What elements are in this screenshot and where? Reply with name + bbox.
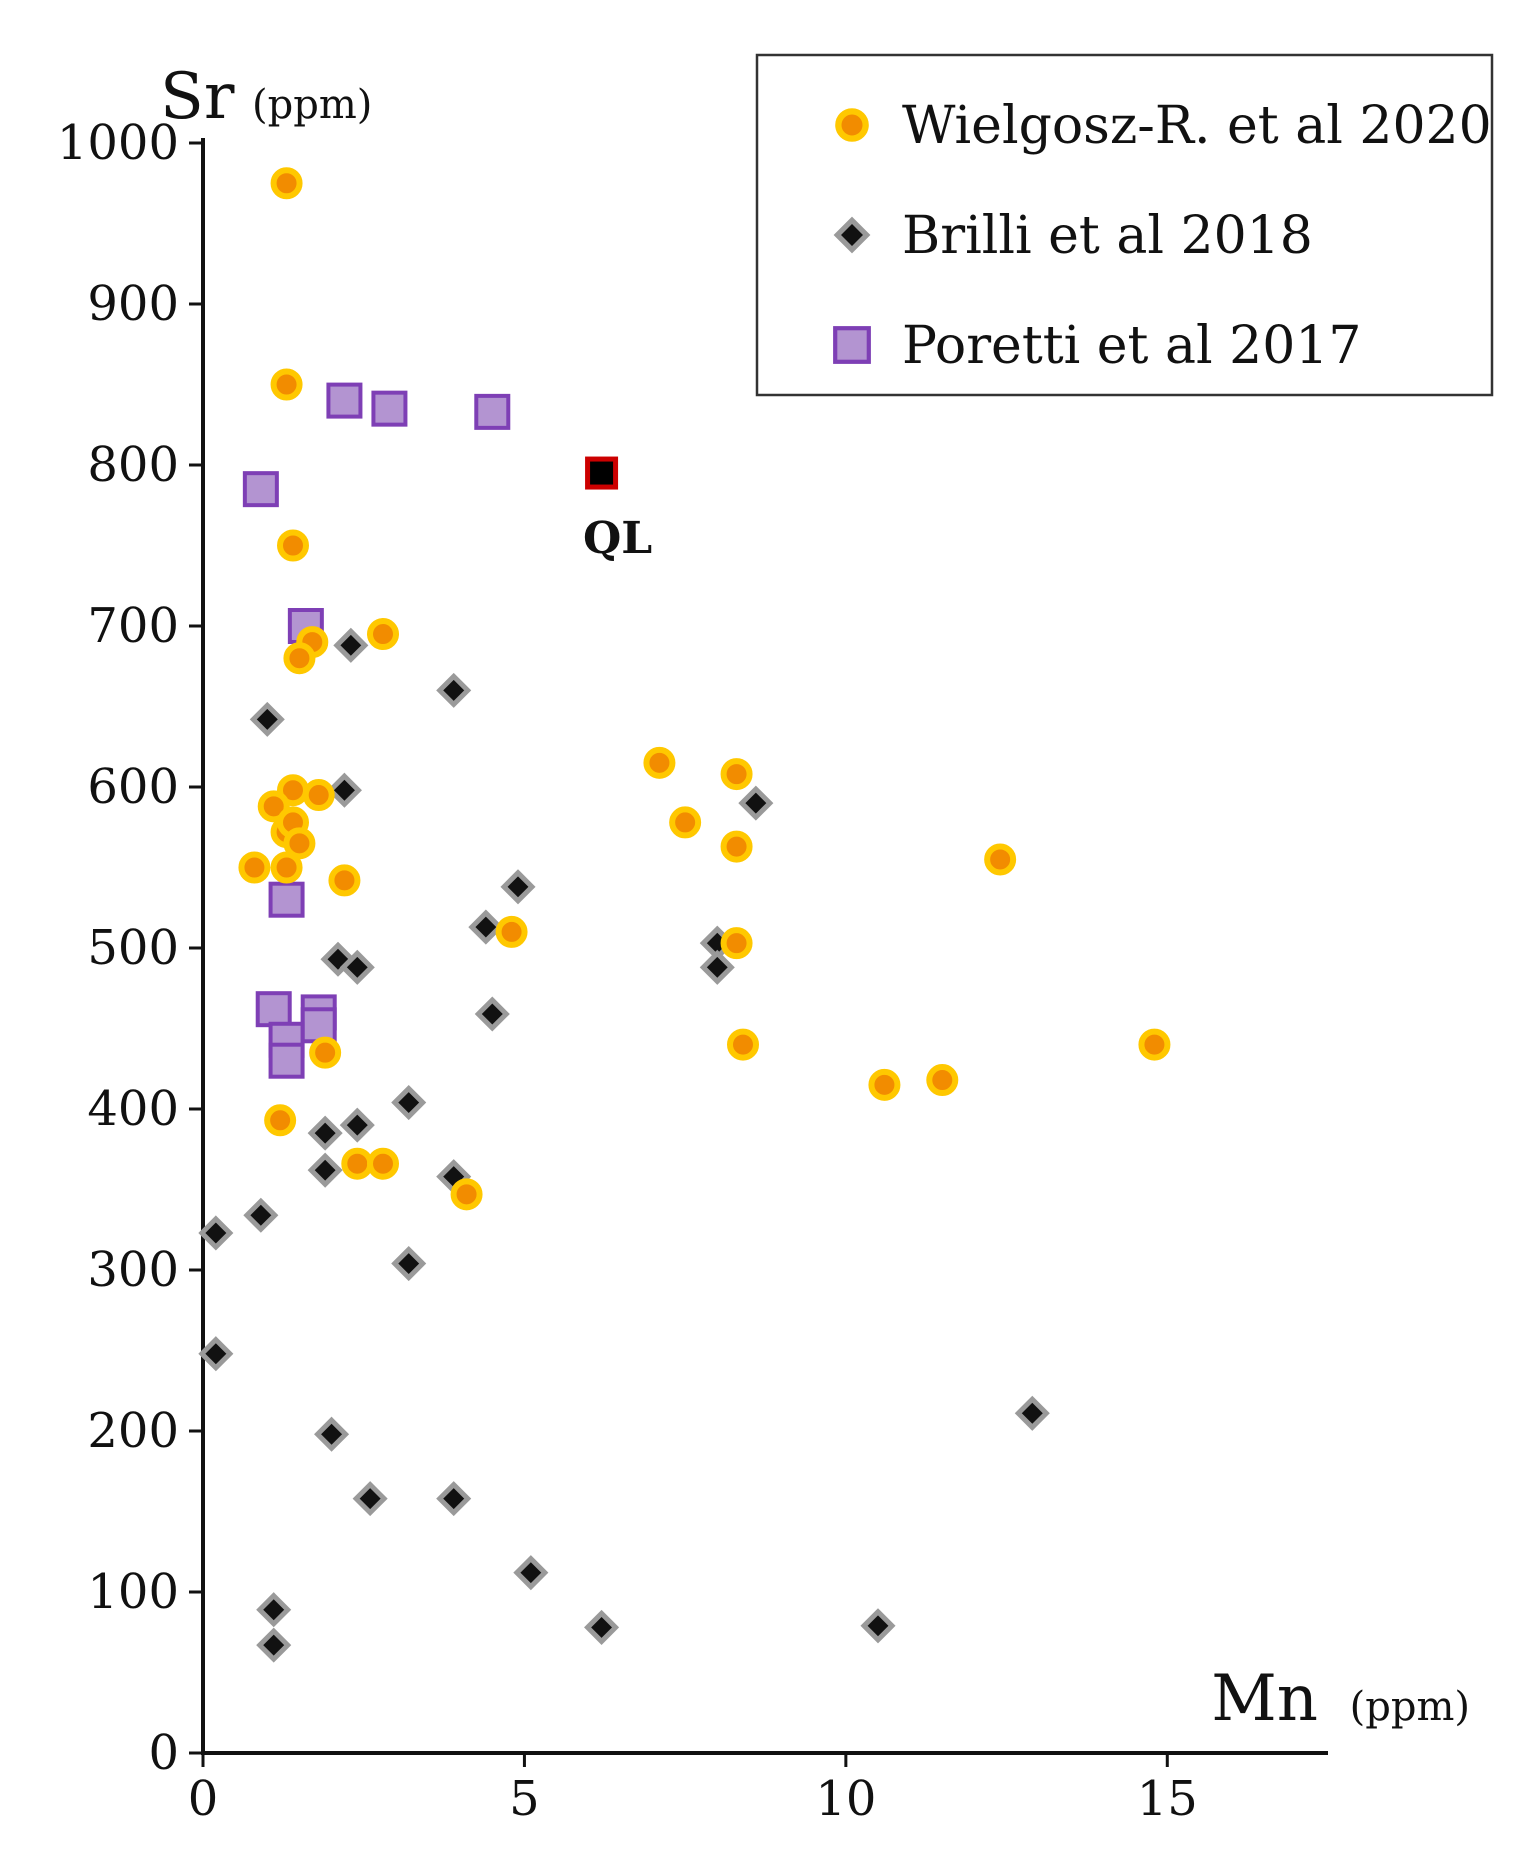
brilli-point [339, 1107, 375, 1143]
poretti-point [268, 881, 305, 918]
wielgosz-point [669, 806, 702, 839]
brilli-point [352, 1481, 388, 1517]
legend-box [755, 53, 1494, 397]
brilli-point [198, 1336, 234, 1372]
wielgosz-point [277, 529, 309, 562]
brilli-point [468, 909, 504, 945]
x-tick-label: 10 [815, 1771, 876, 1827]
brilli-point [307, 1115, 343, 1151]
brilli-point [339, 949, 375, 985]
brilli-point [243, 1197, 279, 1233]
y-tick-label: 300 [87, 1242, 179, 1298]
x-axis-unit: (ppm) [1350, 1684, 1470, 1730]
wielgosz-point [328, 864, 361, 897]
brilli-point [738, 785, 774, 821]
wielgosz-point [720, 758, 753, 791]
wielgosz-point [270, 368, 303, 401]
y-tick-label: 700 [87, 598, 179, 654]
wielgosz-point [270, 167, 303, 200]
wielgosz-point [264, 1104, 297, 1137]
brilli-point [333, 627, 369, 663]
wielgosz-point [868, 1068, 901, 1101]
brilli-point [436, 1481, 472, 1517]
wielgosz-point [1138, 1028, 1171, 1061]
wielgosz-point [984, 843, 1017, 876]
y-tick-label: 200 [87, 1403, 179, 1459]
x-tick-label: 15 [1137, 1771, 1198, 1827]
brilli-point [249, 701, 285, 737]
brilli-point [584, 1609, 620, 1645]
brilli-point [699, 949, 735, 985]
brilli-point [500, 869, 536, 905]
ql-label: QL [583, 513, 652, 564]
legend-marker [833, 216, 871, 254]
legend-marker [835, 108, 869, 142]
wielgosz-point [302, 779, 335, 812]
y-tick-label: 900 [87, 276, 179, 332]
y-axis-title: Sr [160, 60, 235, 134]
wielgosz-point [283, 827, 316, 860]
wielgosz-point [727, 1028, 759, 1061]
wielgosz-point [643, 746, 676, 779]
brilli-point [326, 772, 362, 808]
y-tick-label: 100 [87, 1564, 179, 1620]
wielgosz-point [238, 851, 271, 884]
wielgosz-point [450, 1178, 483, 1211]
wielgosz-point [926, 1064, 959, 1097]
y-axis-unit: (ppm) [252, 82, 372, 128]
poretti-point [326, 382, 363, 419]
poretti-point [242, 471, 279, 508]
legend-marker [833, 326, 871, 364]
y-tick-label: 400 [87, 1081, 179, 1137]
data-layer: QL [198, 167, 1171, 1663]
poretti-point [474, 393, 511, 430]
wielgosz-point [495, 915, 528, 948]
poretti-point [371, 390, 408, 427]
brilli-point [474, 996, 510, 1032]
brilli-point [198, 1215, 234, 1251]
brilli-point [314, 1416, 350, 1452]
x-axis-title: Mn [1211, 1662, 1318, 1736]
y-tick-label: 500 [87, 920, 179, 976]
wielgosz-point [283, 642, 316, 675]
wielgosz-point [720, 830, 753, 863]
brilli-point [307, 1152, 343, 1188]
brilli-point [391, 1085, 427, 1121]
legend-label: Wielgosz-R. et al 2020 [902, 96, 1492, 156]
wielgosz-point [341, 1147, 374, 1180]
brilli-point [391, 1246, 427, 1282]
y-tick-label: 600 [87, 759, 179, 815]
poretti-point [255, 991, 292, 1028]
brilli-point [513, 1555, 549, 1591]
brilli-point [256, 1592, 292, 1628]
wielgosz-point [367, 618, 399, 651]
poretti-point [268, 1042, 305, 1079]
x-tick-label: 0 [188, 1771, 219, 1827]
axes: 0 100 200 300 400 500 600 700 800 900 1000 0 5 10 15 Sr… [57, 60, 1470, 1827]
legend-label: Poretti et al 2017 [902, 316, 1361, 376]
legend: Wielgosz-R. et al 2020 Brilli et al 2018 P… [755, 53, 1494, 397]
wielgosz-point [270, 851, 303, 884]
y-tick-label: 0 [148, 1725, 179, 1781]
x-tick-label: 5 [509, 1771, 540, 1827]
wielgosz-point [720, 927, 753, 960]
brilli-point [860, 1608, 896, 1644]
brilli-point [436, 672, 472, 708]
wielgosz-point [309, 1036, 342, 1069]
legend-label: Brilli et al 2018 [902, 206, 1313, 266]
wielgosz-point [367, 1147, 399, 1180]
ql-point [585, 456, 619, 490]
brilli-point [256, 1627, 292, 1663]
y-tick-label: 800 [87, 437, 179, 493]
brilli-point [1014, 1395, 1050, 1431]
poretti-point [300, 1007, 337, 1044]
y-tick-label: 1000 [57, 115, 179, 171]
